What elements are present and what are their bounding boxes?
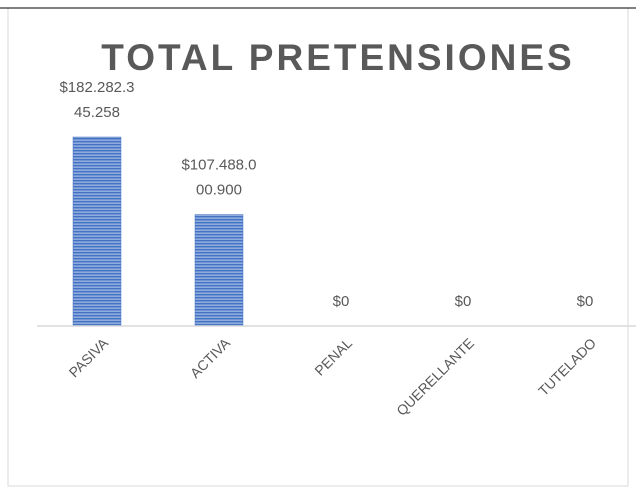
value-label: $0 [455,293,472,310]
bar [194,214,244,327]
value-label: $182.282.3 45.258 [59,79,134,121]
chart-title: TOTAL PRETENSIONES [101,37,574,78]
value-label: $0 [333,293,350,310]
value-label: $107.488.0 00.900 [181,157,256,199]
bar [72,136,122,327]
value-label: $0 [577,293,594,310]
